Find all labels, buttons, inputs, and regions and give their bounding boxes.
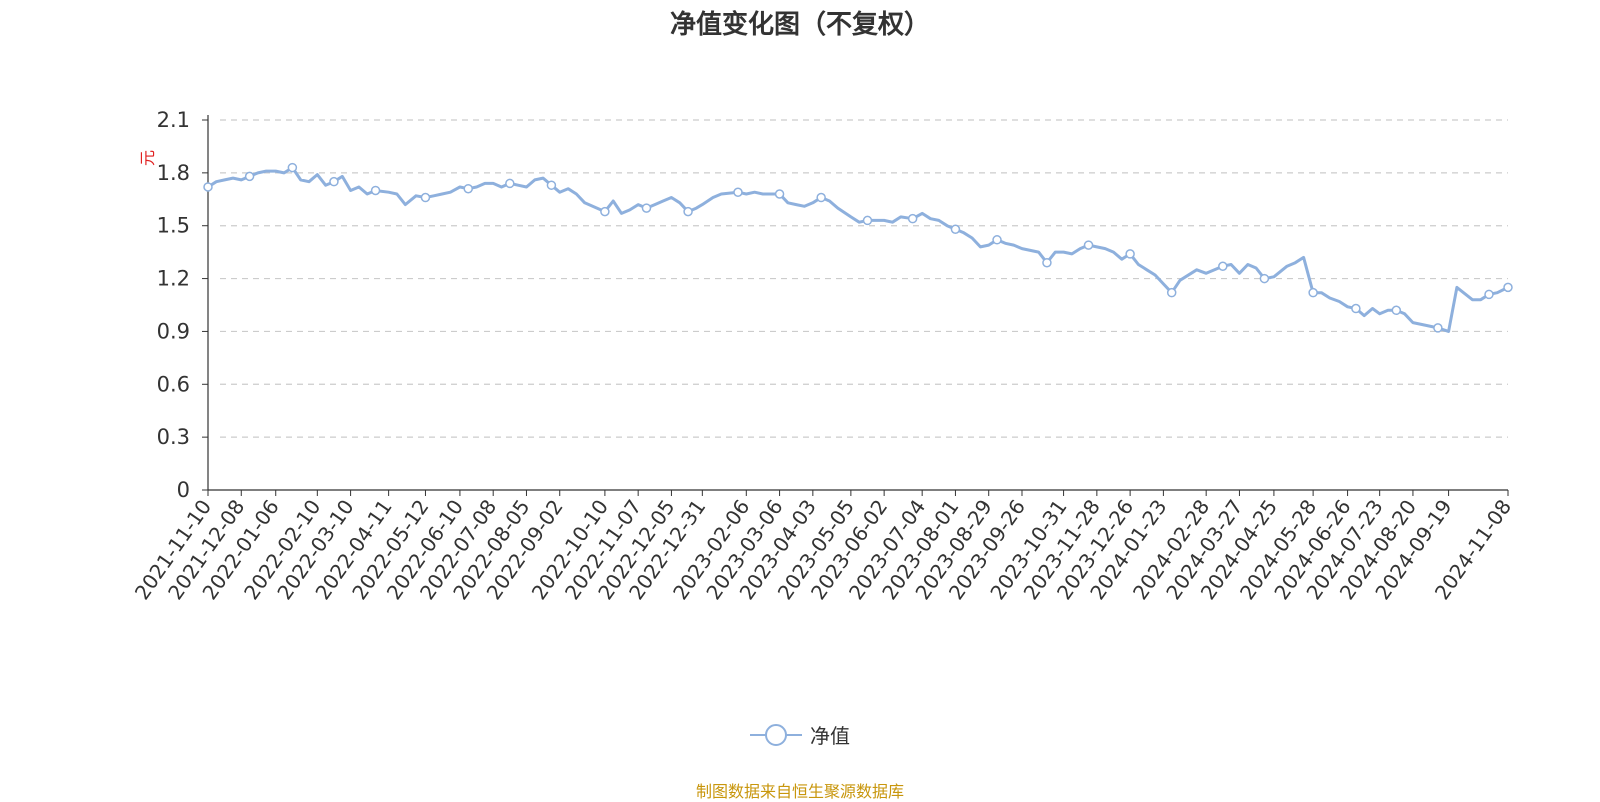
data-point (1433, 323, 1443, 333)
data-point (774, 189, 785, 199)
chart-title: 净值变化图（不复权） (669, 10, 930, 40)
data-point (463, 183, 473, 194)
series-line (206, 166, 1510, 333)
data-point (203, 182, 213, 192)
data-point (1125, 249, 1135, 259)
data-point (1083, 240, 1094, 250)
legend-label: 净值 (810, 724, 850, 748)
data-point (1166, 287, 1177, 298)
data-point (370, 185, 381, 196)
data-point (950, 224, 961, 234)
grid-lines (220, 119, 1508, 438)
y-tick-label: 1.8 (157, 161, 190, 185)
data-point (1259, 273, 1270, 284)
data-point (287, 162, 298, 173)
y-axis-label: 元 (138, 150, 157, 166)
y-tick-label: 0.9 (157, 319, 190, 343)
y-tick-label: 0 (177, 478, 190, 502)
y-tick-label: 2.1 (157, 108, 190, 132)
data-point (420, 192, 431, 203)
data-point (862, 215, 873, 226)
series-layer (206, 166, 1510, 333)
data-point (1308, 287, 1318, 298)
axes: 00.30.60.91.21.51.82.12021-11-102021-12-… (130, 108, 1516, 604)
data-point (733, 187, 743, 197)
data-point (1218, 261, 1228, 271)
data-point (244, 171, 255, 182)
data-point (600, 206, 610, 217)
data-point (907, 213, 918, 224)
data-point (505, 178, 515, 189)
data-point (683, 206, 693, 217)
y-tick-label: 0.6 (157, 372, 190, 396)
marker-layer (203, 162, 1513, 333)
data-point (641, 203, 652, 213)
y-tick-label: 1.5 (157, 214, 190, 238)
data-point (1391, 305, 1402, 316)
data-point (329, 176, 339, 187)
data-point (546, 180, 557, 190)
y-tick-label: 0.3 (157, 425, 190, 449)
legend[interactable]: 净值 (0, 720, 1600, 749)
data-point (1503, 282, 1513, 293)
data-point (992, 235, 1002, 245)
data-point (1484, 289, 1494, 300)
legend-marker-icon (750, 723, 802, 746)
data-point (816, 192, 826, 203)
data-point (1351, 303, 1361, 314)
y-tick-label: 1.2 (157, 267, 190, 291)
data-point (1042, 257, 1052, 268)
data-source-note: 制图数据来自恒生聚源数据库 (695, 782, 904, 801)
